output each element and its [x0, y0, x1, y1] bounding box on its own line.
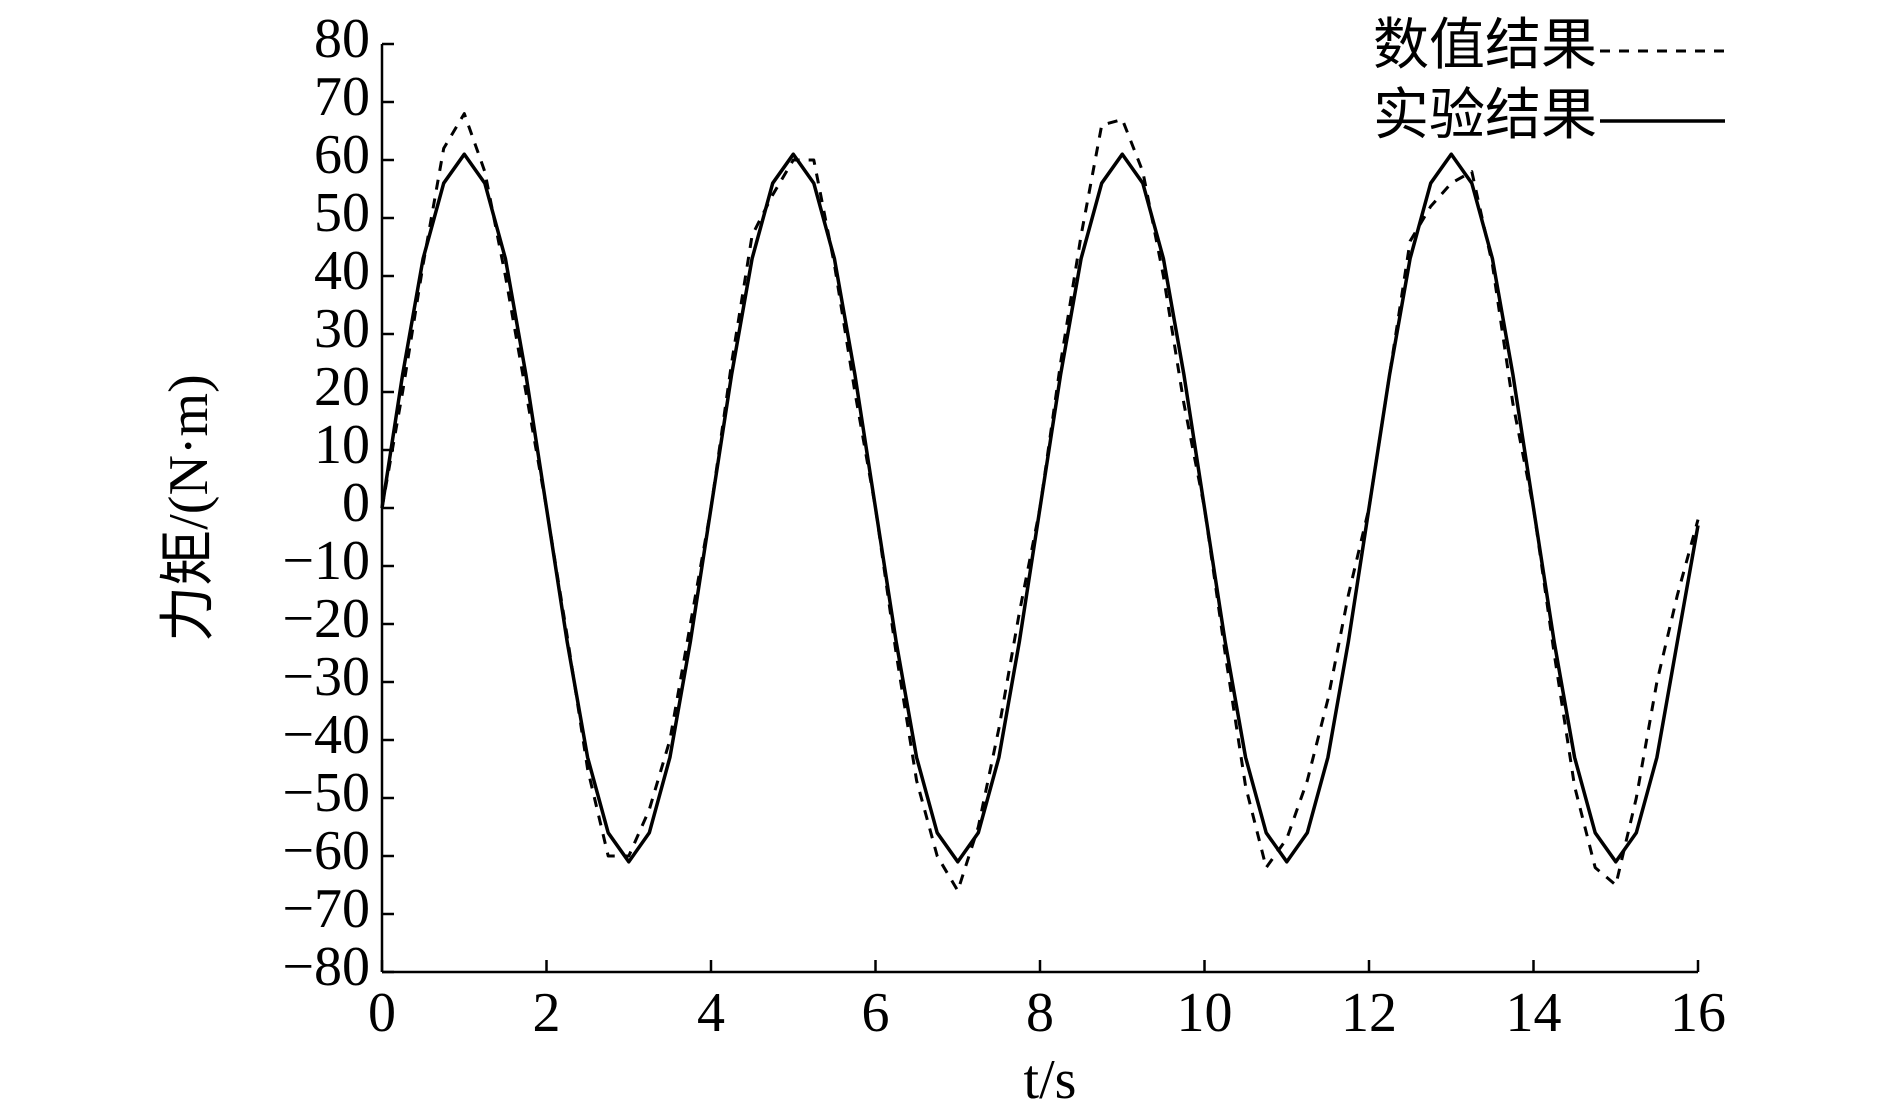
- y-tick-label: 80: [314, 8, 370, 70]
- y-tick-label: 40: [314, 240, 370, 302]
- y-tick-label: −10: [282, 530, 370, 592]
- x-tick-label: 10: [1177, 982, 1233, 1044]
- y-tick-label: 10: [314, 414, 370, 476]
- y-tick-label: −30: [282, 646, 370, 708]
- x-tick-label: 0: [368, 982, 396, 1044]
- y-tick-label: −70: [282, 878, 370, 940]
- y-tick-label: 60: [314, 124, 370, 186]
- y-tick-label: 70: [314, 66, 370, 128]
- y-tick-label: −20: [282, 588, 370, 650]
- x-tick-label: 14: [1506, 982, 1562, 1044]
- x-tick-label: 12: [1341, 982, 1397, 1044]
- x-tick-label: 4: [697, 982, 725, 1044]
- y-tick-label: 50: [314, 182, 370, 244]
- y-tick-label: −80: [282, 936, 370, 998]
- x-tick-label: 8: [1026, 982, 1054, 1044]
- y-tick-label: −50: [282, 762, 370, 824]
- line-series: [380, 152, 1700, 864]
- y-tick-label: −60: [282, 820, 370, 882]
- legend-label: 数值结果: [1373, 15, 1597, 77]
- legend-label: 实验结果: [1373, 85, 1597, 147]
- x-axis-label: t/s: [1024, 1049, 1077, 1111]
- y-tick-label: 20: [314, 356, 370, 418]
- x-tick-label: 6: [862, 982, 890, 1044]
- x-tick-label: 16: [1670, 982, 1726, 1044]
- y-tick-label: 0: [342, 472, 370, 534]
- y-axis-label: 力矩/(N·m): [158, 374, 220, 642]
- x-tick-label: 2: [533, 982, 561, 1044]
- y-tick-label: −40: [282, 704, 370, 766]
- y-tick-label: 30: [314, 298, 370, 360]
